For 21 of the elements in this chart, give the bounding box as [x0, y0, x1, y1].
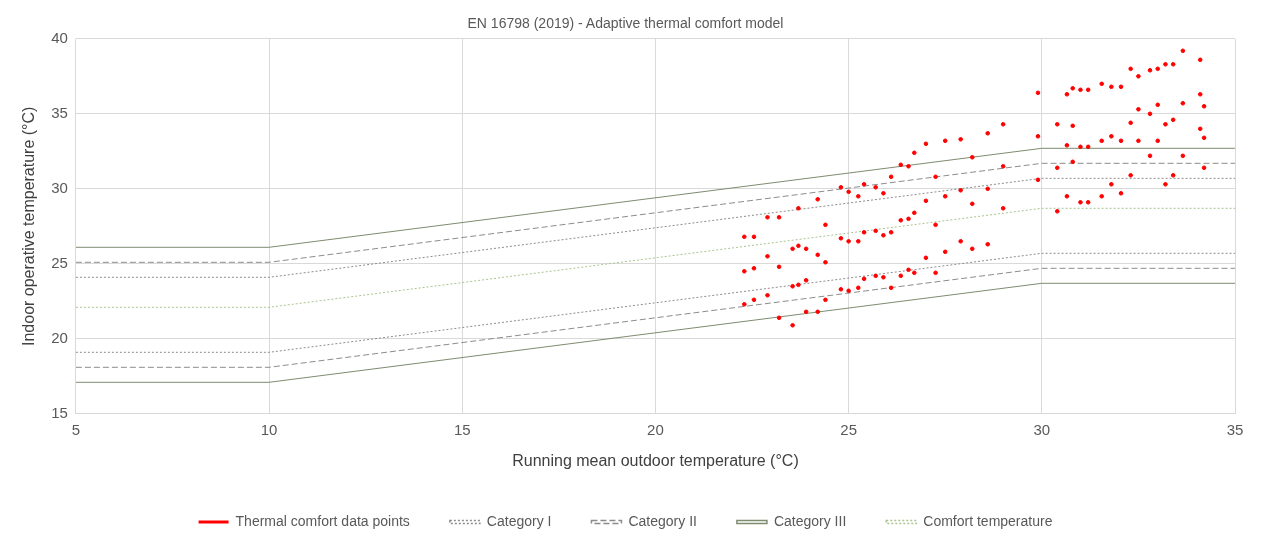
- y-tick-label: 25: [51, 253, 68, 271]
- legend-label: Thermal comfort data points: [235, 512, 410, 529]
- y-tick-label: 30: [51, 178, 68, 196]
- x-tick-label: 20: [647, 420, 664, 438]
- legend-label: Category I: [486, 512, 552, 529]
- y-axis-title: Indoor operative temperature (°C): [20, 106, 38, 346]
- x-tick-label: 10: [260, 420, 278, 438]
- y-tick-label: 40: [51, 28, 68, 46]
- legend-label: Comfort temperature: [923, 512, 1053, 529]
- legend-label: Category II: [628, 512, 697, 529]
- x-tick-label: 5: [71, 420, 81, 438]
- y-tick-label: 35: [51, 103, 68, 121]
- y-tick-label: 15: [51, 403, 68, 421]
- x-tick-label: 30: [1033, 420, 1051, 438]
- x-tick-label: 35: [1226, 420, 1244, 438]
- y-tick-label: 20: [51, 328, 68, 346]
- x-tick-label: 15: [453, 420, 471, 438]
- x-tick-label: 25: [840, 420, 857, 438]
- x-axis-title: Running mean outdoor temperature (°C): [512, 451, 799, 469]
- legend-label: Category III: [773, 512, 847, 529]
- chart-title: EN 16798 (2019) - Adaptive thermal comfort model: [467, 15, 784, 32]
